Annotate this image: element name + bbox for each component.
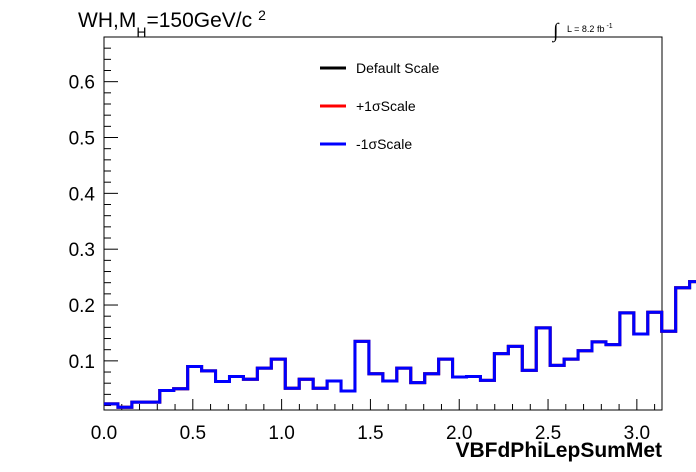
y-tick-label: 0.6 [69,73,95,94]
y-axis: 0.1 0.2 0.3 0.4 0.5 0.6 [69,36,118,407]
y-tick-label: 0.2 [69,296,95,317]
y-tick-label: 0.3 [69,240,95,261]
legend: Default Scale +1σScale -1σScale [320,60,439,152]
x-tick-label: 3.0 [624,423,650,444]
x-axis: 0.0 0.5 1.0 1.5 2.0 2.5 3.0 [91,399,656,444]
y-tick-label: 0.4 [69,184,96,205]
x-tick-label: 0.5 [180,423,206,444]
chart-title: WH,MH=150GeV/c 2 [78,7,266,40]
plot-frame [103,36,663,411]
y-tick-label: 0.1 [69,352,95,373]
legend-label: +1σScale [356,98,416,114]
x-tick-label: 2.5 [535,423,561,444]
legend-label: Default Scale [356,60,439,76]
x-tick-label: 1.5 [357,423,383,444]
integral-symbol: ∫ [551,20,560,43]
x-tick-label: 1.0 [268,423,294,444]
y-tick-label: 0.5 [69,129,95,150]
legend-label: -1σScale [356,136,412,152]
x-tick-label: 2.0 [446,423,472,444]
x-tick-label: 0.0 [91,423,117,444]
series-layer [104,280,696,409]
luminosity-label: L = 8.2 fb -1 [567,23,613,34]
series-line [104,280,696,409]
series-line-underlay [104,280,696,409]
x-axis-label: VBFdPhiLepSumMet [455,439,662,462]
series-line-underlay [104,280,696,409]
